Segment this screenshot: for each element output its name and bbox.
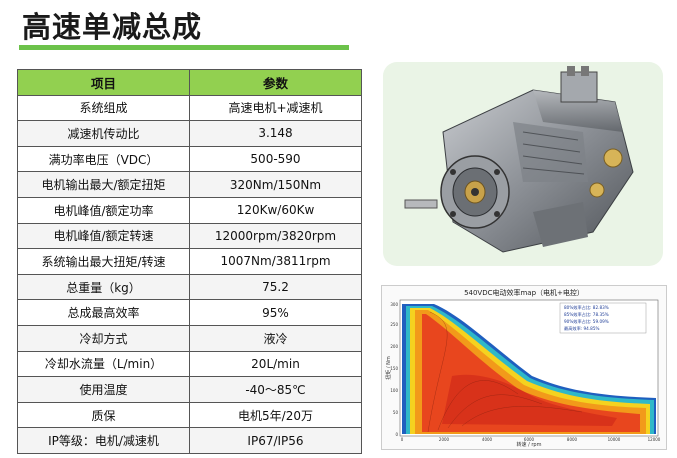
legend-item: 80%效率占比: 82.83% xyxy=(564,304,609,311)
row-label: 系统输出最大扭矩/转速 xyxy=(17,248,190,275)
row-label: 质保 xyxy=(17,401,190,429)
row-label: 电机输出最大/额定扭矩 xyxy=(17,171,190,198)
legend-item: 85%效率占比: 78.35% xyxy=(564,311,609,318)
header-item: 项目 xyxy=(17,69,190,96)
row-value: 12000rpm/3820rpm xyxy=(189,222,362,250)
table-row: 电机峰值/额定转速 12000rpm/3820rpm xyxy=(17,222,362,250)
y-tick: 250 xyxy=(390,322,398,327)
row-label: 总成最高效率 xyxy=(17,299,190,326)
table-row: 减速机传动比 3.148 xyxy=(17,120,362,147)
table-row: 电机输出最大/额定扭矩 320Nm/150Nm xyxy=(17,171,362,198)
gearbox-illustration xyxy=(404,66,634,253)
row-label: 总重量（kg） xyxy=(17,273,190,301)
map-ylabel: 扭矩 / Nm xyxy=(385,356,392,380)
table-row: 电机峰值/额定功率 120Kw/60Kw xyxy=(17,196,362,224)
legend-item: 90%效率占比: 59.09% xyxy=(564,318,609,325)
map-xlabel: 转速 / rpm xyxy=(517,441,542,448)
table-header-row: 项目 参数 xyxy=(17,69,362,96)
efficiency-map-plot: 540VDC电动效率map（电机+电控） 80%效率占比: 82.83% 85%… xyxy=(385,288,661,448)
row-value: -40～85℃ xyxy=(189,376,362,403)
row-value: 500-590 xyxy=(189,145,362,173)
row-label: 电机峰值/额定转速 xyxy=(17,222,190,250)
y-tick: 0 xyxy=(395,432,398,437)
row-value: 20L/min xyxy=(189,350,362,378)
row-value: 320Nm/150Nm xyxy=(189,171,362,198)
row-label: 系统组成 xyxy=(17,94,190,122)
y-tick: 300 xyxy=(390,302,398,307)
legend-item: 最高效率: 94.85% xyxy=(564,325,599,332)
table-row: 总成最高效率 95% xyxy=(17,299,362,326)
row-label: 电机峰值/额定功率 xyxy=(17,196,190,224)
spec-table: 项目 参数 系统组成 高速电机+减速机 减速机传动比 3.148 满功率电压（VDC… xyxy=(17,69,362,454)
y-tick: 150 xyxy=(390,366,398,371)
table-row: 满功率电压（VDC） 500-590 xyxy=(17,145,362,173)
x-tick: 6000 xyxy=(524,437,535,442)
map-title: 540VDC电动效率map（电机+电控） xyxy=(464,288,584,297)
table-row: 总重量（kg） 75.2 xyxy=(17,273,362,301)
table-row: 系统输出最大扭矩/转速 1007Nm/3811rpm xyxy=(17,248,362,275)
row-value: 液冷 xyxy=(189,324,362,352)
row-value: 95% xyxy=(189,299,362,326)
row-label: 满功率电压（VDC） xyxy=(17,145,190,173)
row-label: 减速机传动比 xyxy=(17,120,190,147)
row-value: 3.148 xyxy=(189,120,362,147)
x-tick: 2000 xyxy=(439,437,450,442)
table-row: 冷却水流量（L/min） 20L/min xyxy=(17,350,362,378)
table-row: 系统组成 高速电机+减速机 xyxy=(17,94,362,122)
row-label: 使用温度 xyxy=(17,376,190,403)
map-legend xyxy=(559,302,647,334)
page-title: 高速单减总成 xyxy=(22,10,203,44)
row-value: IP67/IP56 xyxy=(189,427,362,454)
y-tick: 100 xyxy=(390,388,398,393)
x-tick: 12000 xyxy=(648,437,661,442)
header-param: 参数 xyxy=(189,69,362,96)
row-label: 冷却水流量（L/min） xyxy=(17,350,190,378)
title-underline xyxy=(19,45,349,50)
x-tick: 4000 xyxy=(482,437,493,442)
table-row: 冷却方式 液冷 xyxy=(17,324,362,352)
title-bar: 高速单减总成 xyxy=(2,0,349,50)
row-label: IP等级：电机/减速机 xyxy=(17,427,190,454)
table-row: 使用温度 -40～85℃ xyxy=(17,376,362,403)
row-value: 高速电机+减速机 xyxy=(189,94,362,122)
x-tick: 10000 xyxy=(608,437,621,442)
x-tick: 0 xyxy=(401,437,404,442)
row-value: 75.2 xyxy=(189,273,362,301)
row-label: 冷却方式 xyxy=(17,324,190,352)
x-tick: 8000 xyxy=(567,437,578,442)
product-photo xyxy=(383,62,663,266)
table-row: 质保 电机5年/20万 xyxy=(17,401,362,429)
row-value: 1007Nm/3811rpm xyxy=(189,248,362,275)
row-value: 电机5年/20万 xyxy=(189,401,362,429)
table-row: IP等级：电机/减速机 IP67/IP56 xyxy=(17,427,362,454)
y-tick: 50 xyxy=(393,410,399,415)
efficiency-map: 540VDC电动效率map（电机+电控） 80%效率占比: 82.83% 85%… xyxy=(381,285,667,450)
row-value: 120Kw/60Kw xyxy=(189,196,362,224)
y-tick: 200 xyxy=(390,344,398,349)
